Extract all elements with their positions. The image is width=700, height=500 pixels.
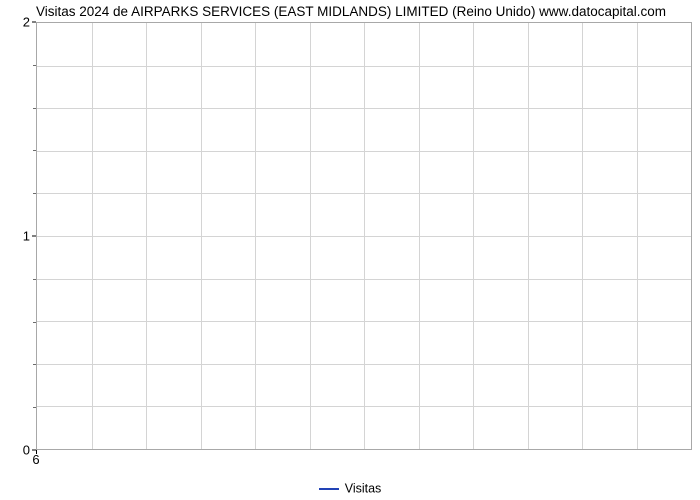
y-tick-mark [32, 22, 36, 23]
grid-vertical-line [92, 23, 93, 449]
grid-vertical-line [473, 23, 474, 449]
y-minor-tick [33, 279, 36, 280]
grid-vertical-line [310, 23, 311, 449]
y-minor-tick [33, 364, 36, 365]
y-minor-tick [33, 65, 36, 66]
y-minor-tick [33, 150, 36, 151]
x-tick-label: 6 [32, 452, 39, 467]
plot-area [36, 22, 692, 450]
gridlines [37, 23, 691, 449]
grid-vertical-line [146, 23, 147, 449]
x-tick-mark [36, 450, 37, 454]
grid-vertical-line [582, 23, 583, 449]
grid-vertical-line [419, 23, 420, 449]
y-minor-tick [33, 108, 36, 109]
legend: Visitas [0, 481, 700, 496]
y-tick-mark [32, 236, 36, 237]
y-minor-tick [33, 407, 36, 408]
grid-vertical-line [364, 23, 365, 449]
grid-vertical-line [528, 23, 529, 449]
grid-vertical-line [201, 23, 202, 449]
chart-title: Visitas 2024 de AIRPARKS SERVICES (EAST … [36, 4, 696, 19]
y-tick-label: 2 [23, 15, 30, 30]
grid-vertical-line [255, 23, 256, 449]
legend-label: Visitas [345, 482, 382, 496]
y-minor-tick [33, 193, 36, 194]
chart-container: Visitas 2024 de AIRPARKS SERVICES (EAST … [0, 0, 700, 500]
legend-line-swatch [319, 488, 339, 490]
grid-vertical-line [637, 23, 638, 449]
y-tick-label: 1 [23, 229, 30, 244]
y-tick-label: 0 [23, 443, 30, 458]
y-minor-tick [33, 322, 36, 323]
